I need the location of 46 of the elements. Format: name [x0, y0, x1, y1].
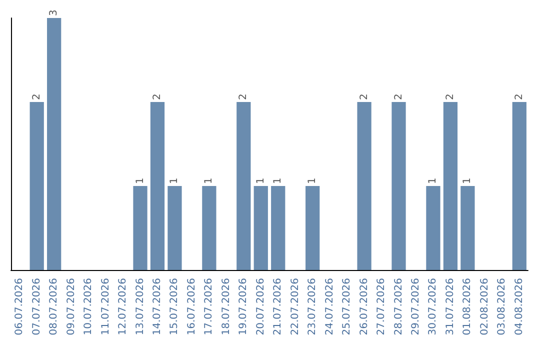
- x-tick-label: 02.08.2026: [479, 278, 490, 336]
- x-tick-label: 15.07.2026: [169, 278, 180, 336]
- x-tick-label: 16.07.2026: [186, 278, 198, 336]
- x-tick-label: 29.07.2026: [410, 278, 422, 336]
- x-tick-label: 25.07.2026: [342, 278, 353, 336]
- data-label: 1: [272, 178, 284, 184]
- data-label: 1: [134, 178, 146, 184]
- x-tick-label: 08.07.2026: [48, 278, 60, 336]
- x-tick-label: 23.07.2026: [307, 278, 318, 336]
- data-label: 3: [48, 10, 60, 16]
- data-label: 2: [514, 94, 525, 100]
- x-tick-label: 27.07.2026: [376, 278, 388, 336]
- x-tick-label: 12.07.2026: [118, 278, 129, 336]
- x-tick-label: 28.07.2026: [393, 278, 404, 336]
- data-label: 2: [358, 94, 370, 100]
- x-tick-label: 10.07.2026: [83, 278, 94, 336]
- x-tick-label: 11.07.2026: [100, 278, 112, 336]
- data-label: 2: [393, 94, 404, 100]
- x-tick-label: 17.07.2026: [204, 278, 215, 336]
- x-tick-label: 01.08.2026: [462, 278, 474, 336]
- data-label: 1: [428, 178, 439, 184]
- x-tick-label: 07.07.2026: [31, 278, 42, 336]
- x-tick-label: 24.07.2026: [324, 278, 336, 336]
- data-label: 1: [307, 178, 318, 184]
- data-label: 1: [169, 178, 180, 184]
- x-tick-label: 18.07.2026: [220, 278, 232, 336]
- x-tick-label: 13.07.2026: [134, 278, 146, 336]
- x-tick-label: 22.07.2026: [290, 278, 301, 336]
- data-label: 1: [462, 178, 474, 184]
- x-tick-label: 21.07.2026: [272, 278, 284, 336]
- x-tick-label: 26.07.2026: [358, 278, 370, 336]
- x-tick-label: 06.07.2026: [14, 278, 26, 336]
- x-tick-label: 31.07.2026: [444, 278, 456, 336]
- data-label: 2: [444, 94, 456, 100]
- x-tick-label: 09.07.2026: [66, 278, 77, 336]
- x-tick-label: 20.07.2026: [255, 278, 266, 336]
- data-label: 2: [152, 94, 163, 100]
- x-tick-label: 04.08.2026: [514, 278, 525, 336]
- data-label: 2: [238, 94, 250, 100]
- x-tick-label: 03.08.2026: [496, 278, 508, 336]
- x-tick-label: 14.07.2026: [152, 278, 163, 336]
- x-tick-label: 30.07.2026: [428, 278, 439, 336]
- data-label: 1: [255, 178, 266, 184]
- data-label: 2: [31, 94, 42, 100]
- x-tick-label: 19.07.2026: [238, 278, 250, 336]
- data-label: 1: [204, 178, 215, 184]
